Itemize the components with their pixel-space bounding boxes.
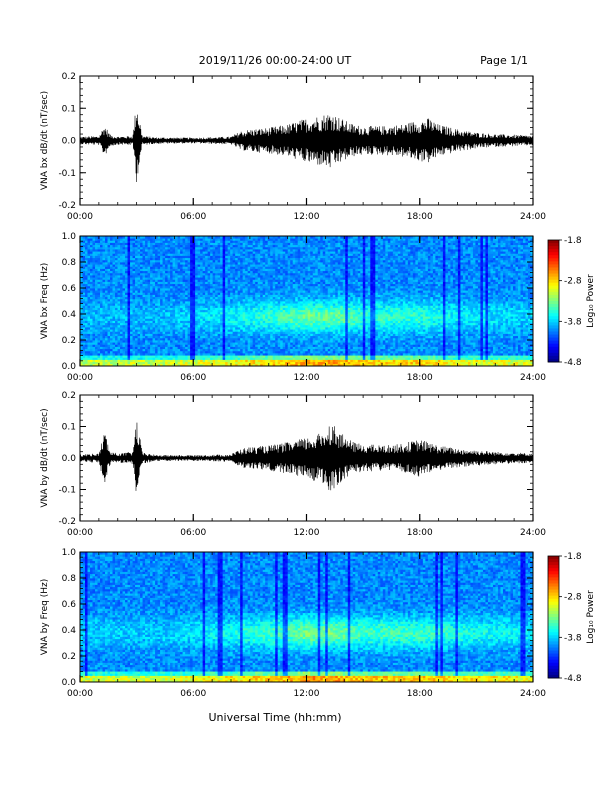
x-tick-label: 24:00 [520,212,546,222]
y-tick-label: 0.1 [62,104,76,114]
x-tick-label: 18:00 [407,212,433,222]
figure-title: 2019/11/26 00:00-24:00 UT [199,54,352,67]
y-tick-label: 0.2 [62,72,76,82]
spectrogram-cells [80,236,533,366]
y-tick-label: -0.1 [58,169,76,179]
x-tick-label: 06:00 [180,212,206,222]
x-tick-label: 00:00 [67,212,93,222]
dbdt-trace [80,115,533,182]
x-tick-label: 12:00 [294,212,320,222]
dbdt-panel: -0.2 -0.1 0.0 0.1 0.2 00:00 06:00 12:00 18:00 24:… [40,72,546,222]
y-axis-label: VNA bx dB/dt (nT/sec) [40,91,50,190]
y-tick-label: -0.2 [58,201,76,211]
page-number: Page 1/1 [480,54,528,67]
y-tick-label: 0.0 [62,137,77,147]
panels: -0.2 -0.1 0.0 0.1 0.2 00:00 06:00 12:00 18:00 24:… [40,72,596,699]
